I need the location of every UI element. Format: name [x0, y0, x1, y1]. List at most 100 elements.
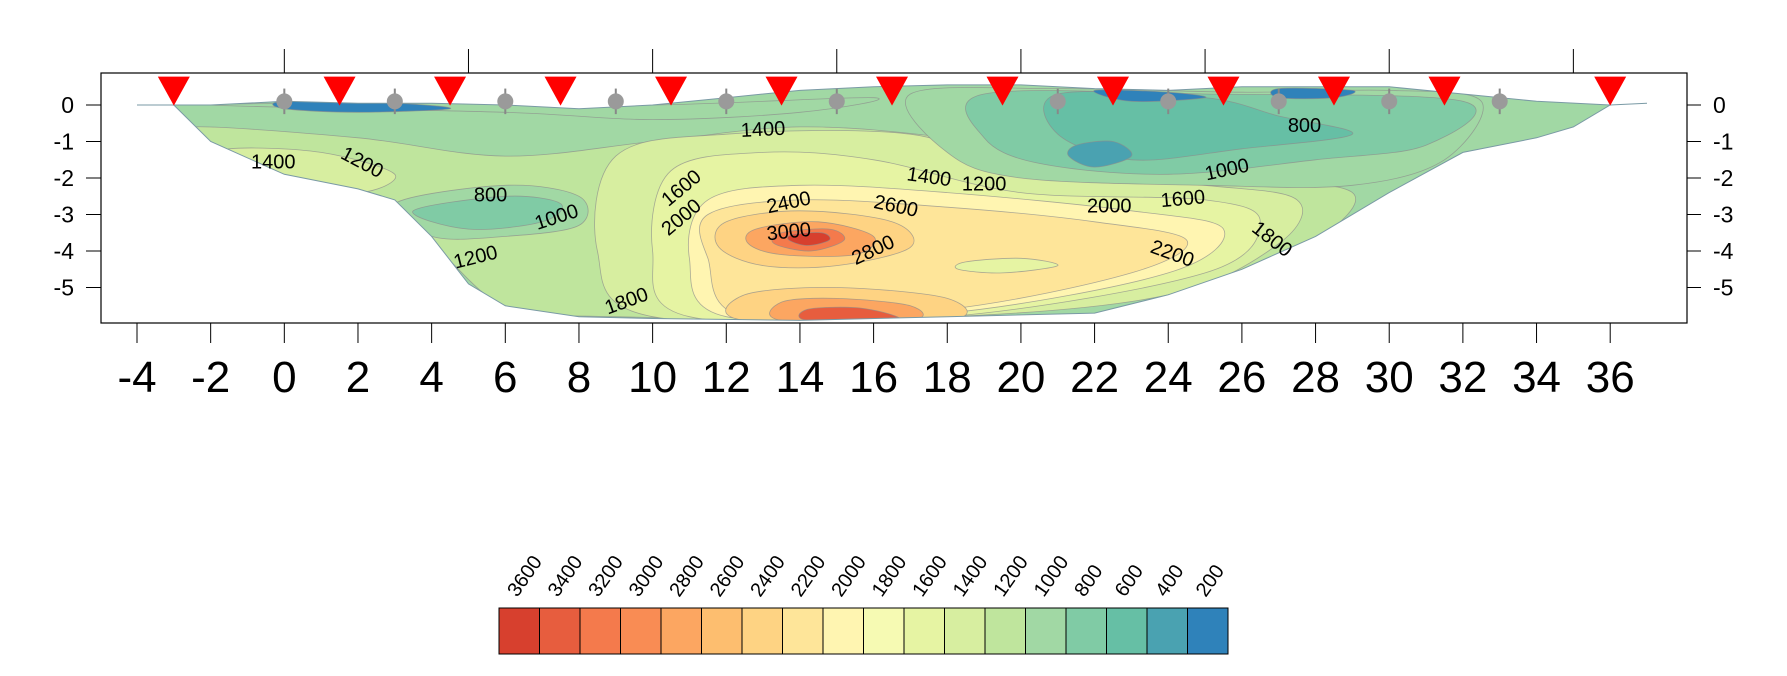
receiver-marker: [1381, 93, 1398, 110]
colorbar-label: 2600: [706, 552, 750, 601]
source-marker: [434, 76, 467, 106]
x-tick-label: 36: [1586, 353, 1635, 402]
colorbar-swatch: [1146, 607, 1188, 655]
section-outline: [137, 84, 1648, 321]
colorbar-label: 800: [1070, 561, 1107, 601]
colorbar-label: 3000: [625, 552, 669, 601]
source-marker: [655, 76, 688, 106]
x-tick-label: 2: [346, 353, 370, 402]
y-tick-label-left: -2: [54, 165, 74, 191]
resistivity-zone: [787, 232, 831, 246]
colorbar-label: 600: [1111, 561, 1148, 601]
y-tick-label-left: 0: [61, 92, 74, 118]
x-tick-label: 22: [1070, 353, 1119, 402]
colorbar-swatch: [539, 607, 581, 655]
x-tick-label: 12: [702, 353, 751, 402]
y-tick-label-left: -5: [54, 275, 74, 301]
receiver-marker: [1491, 93, 1508, 110]
contour-label: 800: [1288, 115, 1321, 137]
colorbar-swatch: [903, 607, 945, 655]
receiver-marker: [1270, 93, 1287, 110]
colorbar-label: 1000: [1030, 552, 1074, 601]
x-tick-label: 6: [493, 353, 517, 402]
receiver-marker: [1049, 93, 1066, 110]
resistivity-zone: [1067, 140, 1133, 168]
y-tick-label-right: 0: [1713, 92, 1726, 118]
x-tick-label: 30: [1365, 353, 1414, 402]
x-tick-label: -2: [191, 353, 230, 402]
source-marker: [876, 76, 909, 106]
source-marker: [1317, 76, 1350, 106]
source-marker: [323, 76, 356, 106]
resistivity-zone: [954, 257, 1059, 274]
colorbar-swatch: [1025, 607, 1067, 655]
source-marker: [1207, 76, 1240, 106]
receiver-marker: [386, 93, 403, 110]
contour-label: 2000: [1087, 195, 1132, 217]
survey-markers: [157, 76, 1627, 115]
colorbar-label: 2800: [665, 552, 709, 601]
colorbar-swatch: [782, 607, 824, 655]
y-tick-label-left: -4: [54, 238, 75, 264]
source-marker: [544, 76, 577, 106]
source-marker: [1096, 76, 1129, 106]
colorbar-legend: 3600340032003000280026002400220020001800…: [498, 552, 1229, 655]
colorbar-swatch: [620, 607, 662, 655]
source-marker: [986, 76, 1019, 106]
colorbar-label: 1200: [989, 552, 1033, 601]
x-tick-label: 34: [1512, 353, 1561, 402]
colorbar-swatch: [741, 607, 783, 655]
colorbar-swatch: [1106, 607, 1148, 655]
source-marker: [765, 76, 798, 106]
contour-label: 1400: [740, 118, 786, 142]
colorbar-swatch: [944, 607, 986, 655]
colorbar-label: 3400: [544, 552, 588, 601]
resistivity-zone: [412, 195, 563, 230]
colorbar-label: 2200: [787, 552, 831, 601]
x-tick-label: 8: [567, 353, 591, 402]
colorbar-label: 1600: [908, 552, 952, 601]
y-tick-label-right: -2: [1713, 165, 1733, 191]
colorbar-label: 3600: [503, 552, 547, 601]
colorbar-swatch: [984, 607, 1026, 655]
y-tick-label-right: -3: [1713, 202, 1733, 228]
x-tick-label: -4: [117, 353, 156, 402]
colorbar-label: 400: [1151, 561, 1188, 601]
colorbar-label: 2000: [827, 552, 871, 601]
colorbar-swatch: [579, 607, 621, 655]
y-tick-label-left: -1: [54, 129, 74, 155]
contour-label: 800: [474, 185, 507, 207]
colorbar-swatch: [822, 607, 864, 655]
resistivity-zone: [1093, 89, 1207, 102]
y-tick-label-right: -1: [1713, 129, 1733, 155]
colorbar-label: 2400: [746, 552, 790, 601]
receiver-marker: [1160, 93, 1177, 110]
y-tick-label-right: -5: [1713, 275, 1733, 301]
section-fill: [137, 84, 1648, 321]
axes: -4 -2 0 2 4 6 8 10 12 14 16 18 20 22 24 26 28 30 32 34 360 0-…: [54, 49, 1734, 402]
contour-label: 3000: [766, 219, 813, 246]
colorbar-swatch: [1065, 607, 1107, 655]
y-tick-label-right: -4: [1713, 238, 1734, 264]
colorbar-swatch: [863, 607, 905, 655]
colorbar-swatch: [660, 607, 702, 655]
contour-label: 1600: [1160, 186, 1206, 212]
x-tick-label: 26: [1217, 353, 1266, 402]
x-tick-label: 0: [272, 353, 296, 402]
x-tick-label: 18: [923, 353, 972, 402]
receiver-marker: [276, 93, 293, 110]
x-tick-label: 14: [775, 353, 824, 402]
x-tick-label: 10: [628, 353, 677, 402]
plot-frame: [100, 72, 1688, 324]
receiver-marker: [607, 93, 624, 110]
colorbar-swatch: [701, 607, 743, 655]
x-tick-label: 4: [419, 353, 443, 402]
colorbar-label: 1800: [868, 552, 912, 601]
receiver-marker: [718, 93, 735, 110]
receiver-marker: [828, 93, 845, 110]
x-tick-label: 28: [1291, 353, 1340, 402]
contour-label: 1400: [251, 152, 296, 174]
receiver-marker: [497, 93, 514, 110]
